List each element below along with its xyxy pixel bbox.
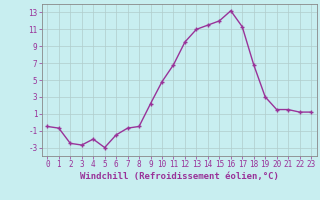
X-axis label: Windchill (Refroidissement éolien,°C): Windchill (Refroidissement éolien,°C) [80, 172, 279, 181]
